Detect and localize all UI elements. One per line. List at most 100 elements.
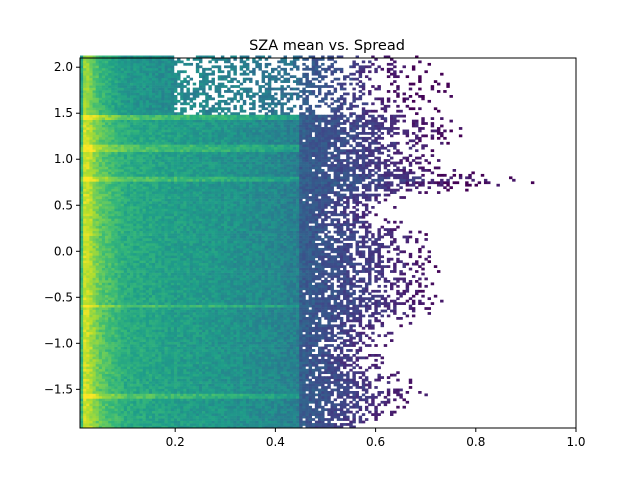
heatmap-cell <box>170 398 175 402</box>
heatmap-cell <box>142 413 147 416</box>
heatmap-cell <box>283 314 287 318</box>
heatmap-cell <box>136 336 140 340</box>
heatmap-cell <box>170 358 175 362</box>
heatmap-cell <box>220 418 225 421</box>
heatmap-cell <box>139 354 143 357</box>
heatmap-cell <box>330 344 334 347</box>
heatmap-cell <box>292 319 297 323</box>
heatmap-cell <box>214 334 219 338</box>
heatmap-cell <box>173 358 178 362</box>
heatmap-cell <box>89 356 93 360</box>
heatmap-cell <box>173 319 178 323</box>
heatmap-cell <box>289 299 294 303</box>
heatmap-cell <box>239 334 244 338</box>
heatmap-cell <box>236 314 240 318</box>
heatmap-cell <box>101 299 106 303</box>
heatmap-cell <box>286 297 291 301</box>
heatmap-cell <box>83 393 87 397</box>
heatmap-cell <box>180 344 184 347</box>
heatmap-cell <box>173 400 178 404</box>
heatmap-cell <box>308 418 313 421</box>
heatmap-cell <box>195 339 200 342</box>
heatmap-cell <box>202 324 206 328</box>
heatmap-cell <box>217 349 222 352</box>
heatmap-cell <box>214 324 219 328</box>
heatmap-cell <box>148 304 153 308</box>
heatmap-cell <box>314 386 319 389</box>
heatmap-cell <box>305 363 309 367</box>
heatmap-cell <box>239 304 244 308</box>
heatmap-cell <box>339 400 344 404</box>
heatmap-cell <box>308 292 313 296</box>
heatmap-cell <box>327 299 331 303</box>
heatmap-cell <box>133 408 137 412</box>
heatmap-cell <box>83 321 87 325</box>
heatmap-cell <box>233 309 237 313</box>
heatmap-cell <box>327 326 331 330</box>
heatmap-cell <box>173 378 178 382</box>
heatmap-cell <box>120 341 125 345</box>
heatmap-cell <box>167 292 172 296</box>
heatmap-cell <box>145 418 150 421</box>
heatmap-cell <box>83 381 87 384</box>
heatmap-cell <box>105 363 109 367</box>
heatmap-cell <box>308 408 313 412</box>
heatmap-cell <box>155 304 159 308</box>
heatmap-cell <box>155 358 159 362</box>
heatmap-cell <box>202 415 206 419</box>
heatmap-cell <box>224 386 228 389</box>
heatmap-cell <box>183 329 187 333</box>
heatmap-cell <box>89 331 93 335</box>
heatmap-cell <box>355 403 359 407</box>
heatmap-cell <box>192 391 197 394</box>
heatmap-cell <box>130 368 134 372</box>
heatmap-cell <box>393 391 397 394</box>
heatmap-cell <box>267 386 272 389</box>
heatmap-cell <box>249 410 253 414</box>
heatmap-cell <box>330 336 334 340</box>
heatmap-cell <box>220 319 225 323</box>
heatmap-cell <box>239 381 244 384</box>
heatmap-cell <box>302 312 306 315</box>
heatmap-cell <box>317 307 322 310</box>
heatmap-cell <box>274 386 278 389</box>
heatmap-cell <box>324 304 328 308</box>
heatmap-cell <box>142 354 147 357</box>
heatmap-cell <box>92 398 96 402</box>
heatmap-cell <box>371 314 375 318</box>
heatmap-cell <box>230 312 234 315</box>
heatmap-cell <box>192 363 197 367</box>
heatmap-cell <box>117 299 122 303</box>
heatmap-cell <box>195 395 200 399</box>
heatmap-cell <box>333 289 338 293</box>
heatmap-cell <box>83 334 87 338</box>
heatmap-cell <box>192 378 197 382</box>
heatmap-cell <box>299 358 303 362</box>
heatmap-cell <box>173 373 178 377</box>
heatmap-cell <box>343 321 347 325</box>
heatmap-cell <box>189 376 194 379</box>
heatmap-cell <box>346 349 350 352</box>
heatmap-cell <box>183 403 187 407</box>
heatmap-cell <box>217 292 222 296</box>
heatmap-cell <box>358 398 363 402</box>
heatmap-cell <box>101 361 106 365</box>
heatmap-cell <box>283 297 287 301</box>
heatmap-cell <box>111 381 115 384</box>
heatmap-cell <box>249 314 253 318</box>
heatmap-cell <box>249 358 253 362</box>
heatmap-cell <box>95 299 100 303</box>
heatmap-cell <box>139 373 143 377</box>
heatmap-cell <box>220 425 225 429</box>
heatmap-cell <box>148 336 153 340</box>
heatmap-cell <box>411 314 416 318</box>
heatmap-cell <box>142 319 147 323</box>
heatmap-cell <box>158 398 162 402</box>
heatmap-cell <box>252 334 256 338</box>
heatmap-cell <box>239 297 244 301</box>
heatmap-cell <box>239 354 244 357</box>
heatmap-cell <box>98 403 103 407</box>
heatmap-cell <box>114 346 118 350</box>
heatmap-cell <box>283 294 287 298</box>
heatmap-cell <box>289 309 294 313</box>
